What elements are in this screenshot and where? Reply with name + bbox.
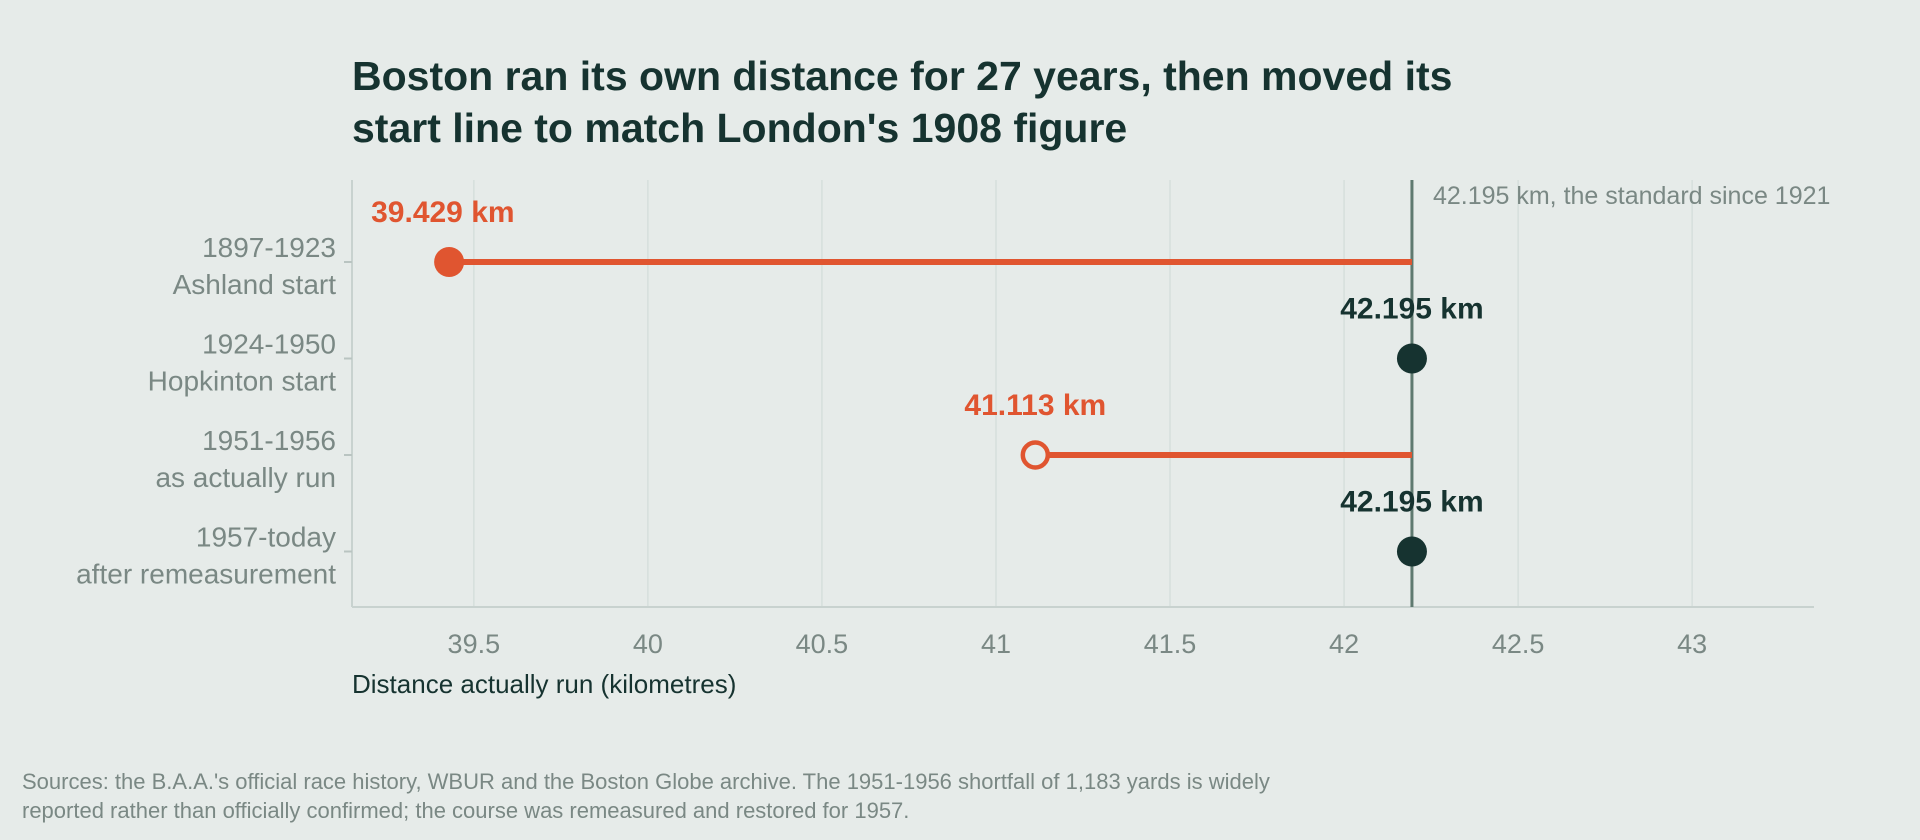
row-label-line: 1924-1950 bbox=[202, 329, 336, 360]
data-label: 42.195 km bbox=[1340, 486, 1483, 519]
data-label: 42.195 km bbox=[1340, 293, 1483, 326]
row-label-line: as actually run bbox=[155, 462, 336, 493]
data-point-hollow bbox=[1020, 440, 1051, 470]
chart-title-line-2: start line to match London's 1908 figure bbox=[352, 105, 1128, 151]
x-axis-title: Distance actually run (kilometres) bbox=[352, 669, 736, 699]
row-label-line: Hopkinton start bbox=[148, 366, 337, 397]
chart-title: Boston ran its own distance for 27 years… bbox=[352, 50, 1602, 154]
x-tick-label: 42 bbox=[1329, 629, 1359, 659]
source-note-line-2: reported rather than officially confirme… bbox=[22, 798, 910, 823]
data-point bbox=[1396, 536, 1427, 567]
source-note-line-1: Sources: the B.A.A.'s official race hist… bbox=[22, 769, 1270, 794]
x-tick-label: 43 bbox=[1677, 629, 1707, 659]
data-point bbox=[434, 247, 465, 277]
x-tick-label: 41.5 bbox=[1144, 629, 1197, 659]
row-label: 1897-1923 Ashland start bbox=[173, 232, 337, 300]
x-tick-label: 41 bbox=[981, 629, 1011, 659]
source-note: Sources: the B.A.A.'s official race hist… bbox=[22, 767, 1482, 825]
x-tick-label: 39.5 bbox=[448, 629, 501, 659]
data-point bbox=[1396, 343, 1427, 374]
row-label: 1951-1956 as actually run bbox=[155, 425, 336, 493]
dot-chart: 39.5 40 40.5 41 41.5 42 42.5 43 Distance actuall… bbox=[76, 180, 1831, 699]
chart-title-line-1: Boston ran its own distance for 27 years… bbox=[352, 53, 1453, 99]
data-label: 39.429 km bbox=[371, 196, 514, 229]
row-label-line: 1897-1923 bbox=[202, 232, 336, 263]
reference-label: 42.195 km, the standard since 1921 bbox=[1433, 182, 1831, 210]
x-tick-label: 42.5 bbox=[1492, 629, 1545, 659]
row-label-line: after remeasurement bbox=[76, 559, 336, 590]
row-label-line: Ashland start bbox=[173, 269, 337, 300]
row-label: 1924-1950 Hopkinton start bbox=[148, 329, 337, 397]
data-label: 41.113 km bbox=[964, 389, 1106, 422]
row-label-line: 1957-today bbox=[196, 522, 336, 553]
x-tick-label: 40.5 bbox=[796, 629, 849, 659]
x-tick-label: 40 bbox=[633, 629, 663, 659]
row-label: 1957-today after remeasurement bbox=[76, 522, 336, 590]
row-label-line: 1951-1956 bbox=[202, 425, 336, 456]
